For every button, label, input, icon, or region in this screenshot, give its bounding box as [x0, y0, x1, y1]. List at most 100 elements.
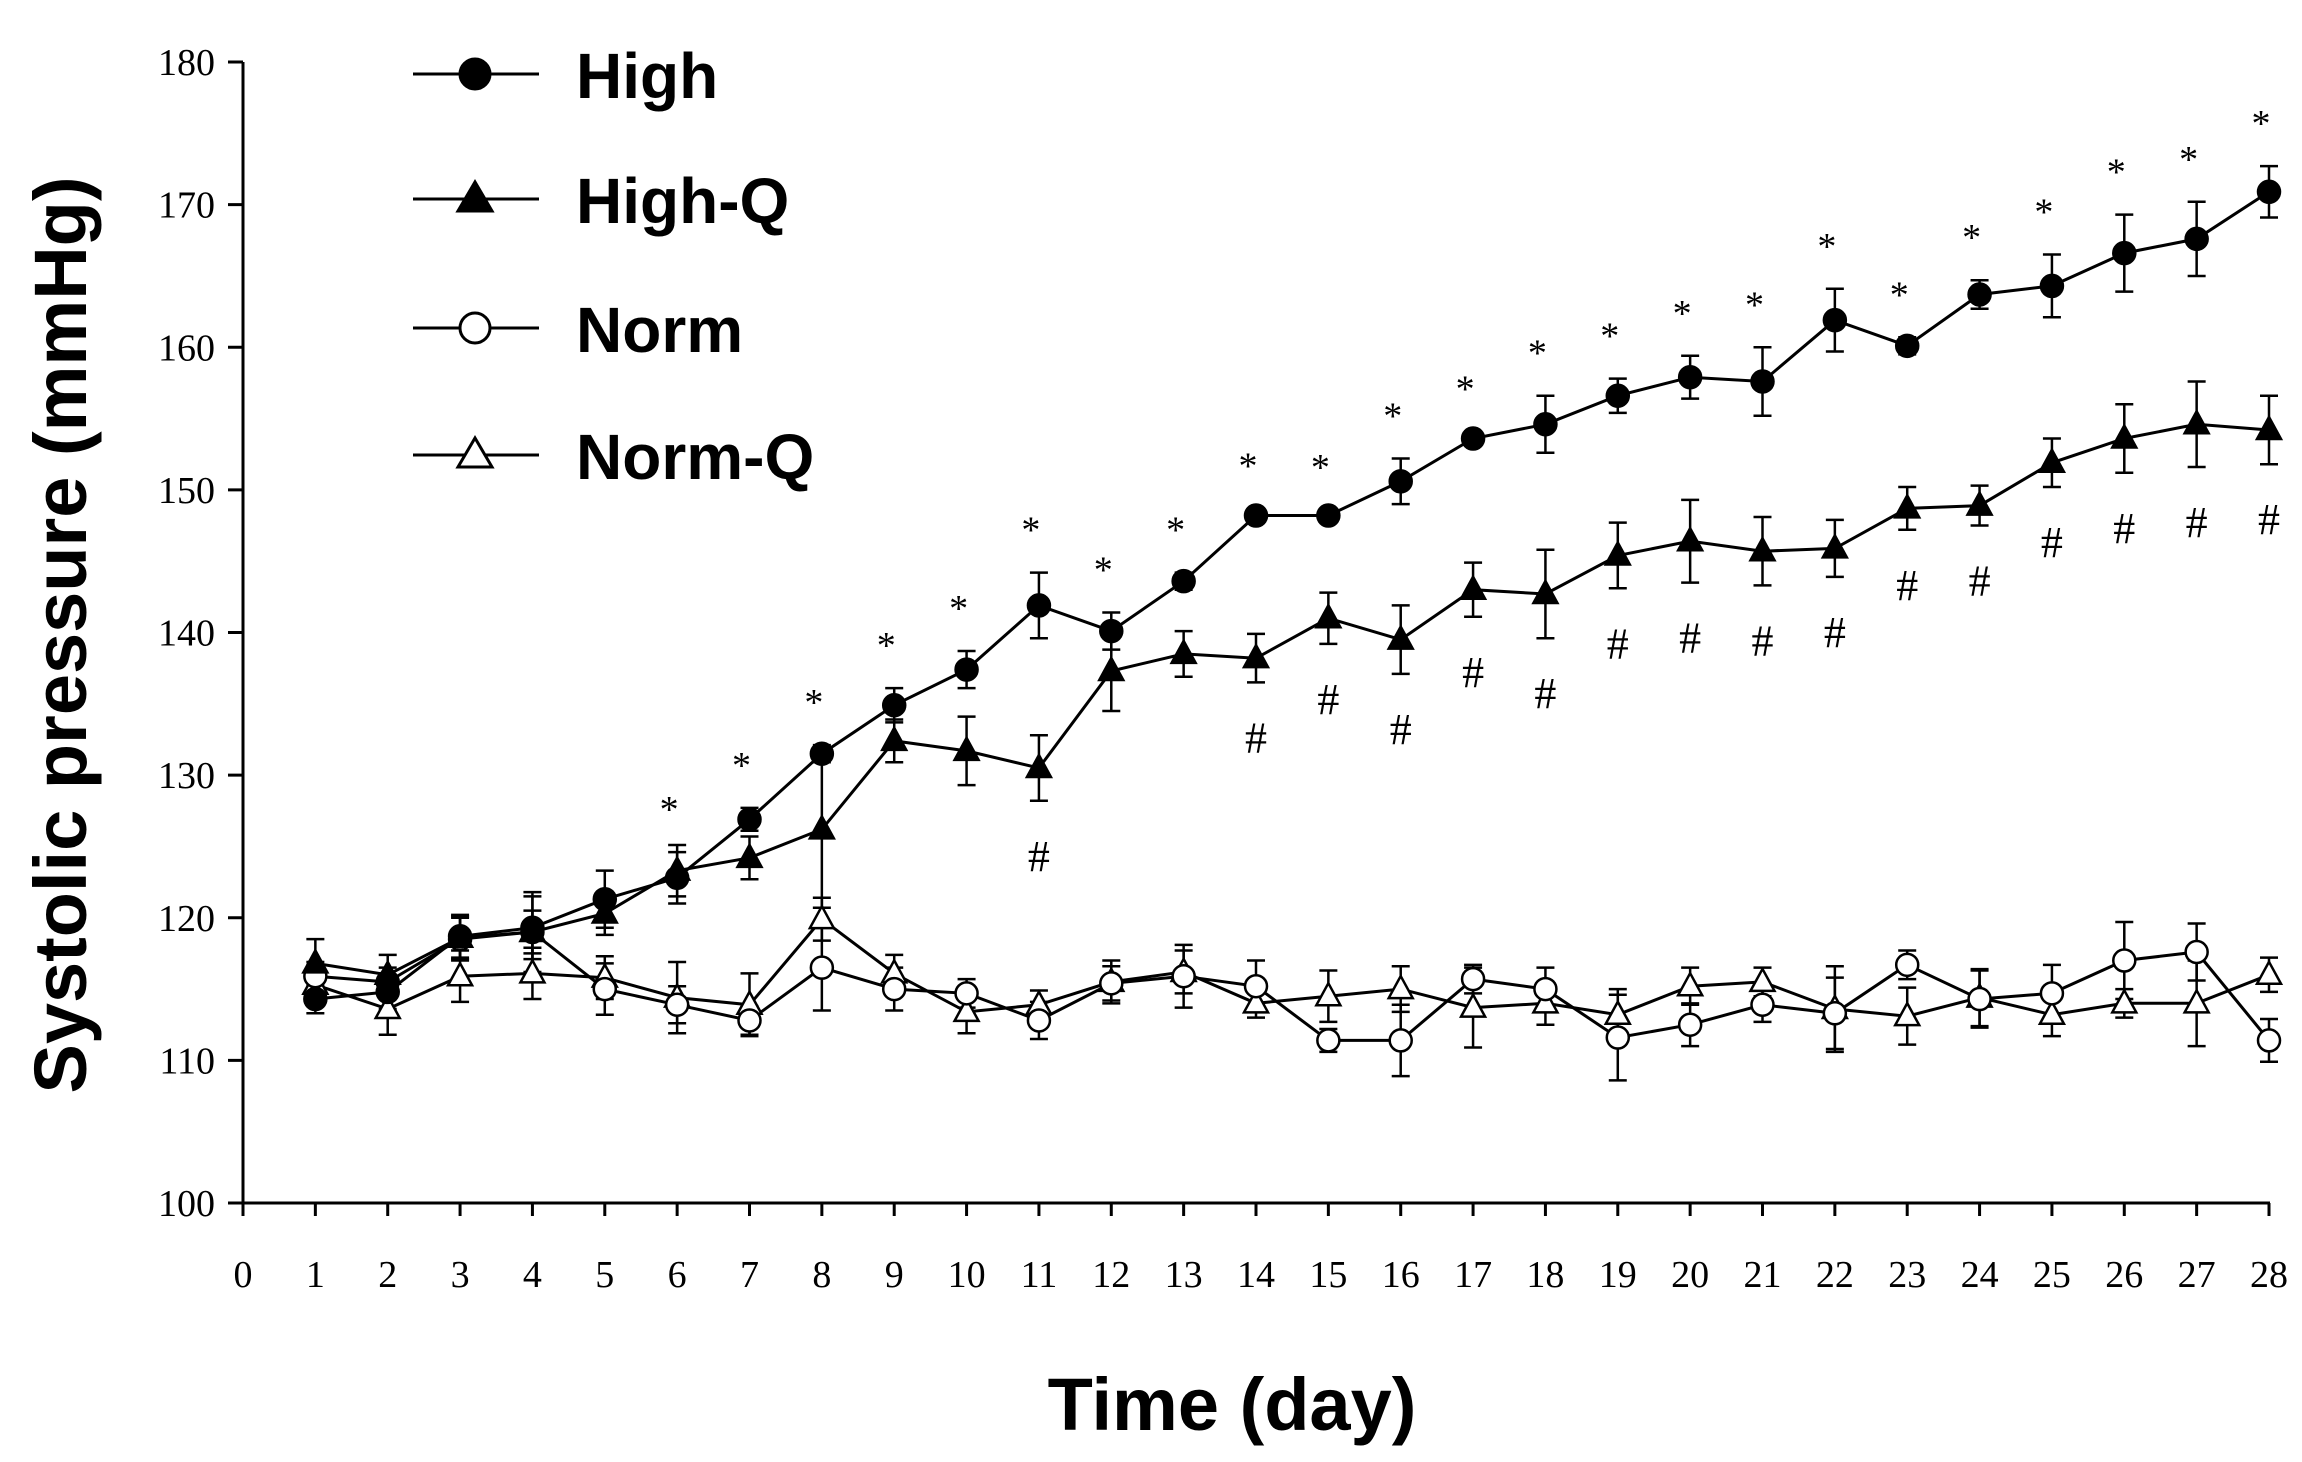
high-q-point-day-8	[807, 813, 836, 840]
x-tick-label-15: 15	[1309, 1254, 1347, 1296]
annotation-hash-day-14: #	[1245, 713, 1267, 762]
x-tick-label-0: 0	[234, 1254, 253, 1296]
high-point-day-26	[2112, 240, 2137, 266]
x-tick-label-7: 7	[740, 1254, 759, 1296]
annotation-hash-day-15: #	[1317, 675, 1339, 724]
x-tick-label-22: 22	[1816, 1254, 1854, 1296]
high-point-day-7	[737, 807, 762, 832]
norm-q-point-day-15	[1314, 980, 1343, 1007]
high-point-day-20	[1677, 364, 1703, 390]
y-tick-label-170: 170	[158, 185, 215, 227]
norm-point-day-12	[1099, 971, 1124, 996]
high-q-point-day-11	[1024, 752, 1054, 779]
norm-point-day-18	[1533, 976, 1558, 1002]
legend-label-norm: Norm	[576, 294, 743, 366]
norm-point-day-14	[1243, 973, 1269, 999]
legend-label-high-q: High-Q	[576, 165, 789, 237]
norm-point-day-23	[1894, 952, 1920, 978]
x-tick-label-10: 10	[948, 1254, 986, 1296]
legend-item-high-q: High-Q	[413, 165, 789, 237]
y-tick-label-140: 140	[158, 613, 215, 655]
norm-q-point-day-2	[373, 993, 402, 1020]
annotation-asterisk-day-20: *	[1673, 293, 1692, 335]
x-tick-label-20: 20	[1671, 1254, 1709, 1296]
annotation-asterisk-day-25: *	[2034, 192, 2053, 234]
legend-label-norm-q: Norm-Q	[576, 421, 814, 493]
x-tick-label-1: 1	[306, 1254, 325, 1296]
norm-point-day-10	[954, 981, 979, 1006]
high-point-day-8	[809, 741, 835, 766]
high-q-point-day-21	[1748, 535, 1777, 562]
legend-label-high: High	[576, 40, 718, 112]
legend: High High-Q Norm Norm-Q	[413, 40, 814, 493]
high-q-point-day-24	[1965, 489, 1994, 516]
x-tick-label-16: 16	[1382, 1254, 1420, 1296]
y-tick-label-150: 150	[158, 470, 215, 512]
high-point-day-18	[1533, 412, 1558, 437]
norm-q-point-day-10	[952, 996, 981, 1023]
norm-point-day-16	[1388, 1028, 1413, 1053]
x-tick-label-12: 12	[1092, 1254, 1130, 1296]
high-point-day-13	[1171, 568, 1196, 594]
norm-line	[315, 930, 2271, 1042]
norm-point-day-15	[1316, 1028, 1341, 1053]
y-tick-label-100: 100	[158, 1183, 215, 1225]
high-q-point-day-13	[1169, 638, 1198, 665]
x-tick-label-4: 4	[523, 1254, 542, 1296]
legend-item-norm-q: Norm-Q	[413, 421, 814, 493]
norm-point-day-26	[2112, 948, 2137, 973]
high-point-day-6	[664, 865, 690, 891]
y-tick-label-120: 120	[158, 898, 215, 940]
norm-point-day-9	[881, 976, 907, 1002]
x-tick-label-24: 24	[1961, 1254, 1999, 1296]
annotation-asterisk-day-8: *	[804, 682, 823, 724]
high-q-point-day-17	[1458, 574, 1488, 600]
legend-marker-high-q	[455, 179, 495, 213]
high-q-point-day-14	[1241, 642, 1271, 669]
annotation-hash-day-23: #	[1896, 561, 1918, 610]
norm-point-day-19	[1605, 1025, 1631, 1050]
legend-item-norm: Norm	[413, 294, 743, 366]
annotation-asterisk-day-19: *	[1600, 316, 1619, 358]
annotation-asterisk-day-21: *	[1745, 284, 1764, 326]
norm-q-point-day-17	[1458, 991, 1488, 1018]
annotation-hash-day-21: #	[1752, 616, 1774, 665]
norm-q-point-day-18	[1531, 987, 1560, 1014]
norm-point-day-25	[2039, 981, 2065, 1006]
x-tick-label-5: 5	[595, 1254, 614, 1296]
norm-q-point-day-27	[2182, 987, 2211, 1014]
annotation-hash-day-18: #	[1534, 669, 1556, 718]
annotation-asterisk-day-22: *	[1817, 226, 1836, 268]
norm-point-day-8	[809, 955, 835, 980]
y-tick-label-130: 130	[158, 755, 215, 797]
y-tick-label-110: 110	[159, 1040, 215, 1082]
norm-point-day-5	[592, 976, 618, 1002]
norm-q-line	[314, 917, 2270, 1018]
norm-q-point-day-3	[445, 960, 475, 987]
norm-q-point-day-25	[2037, 999, 2067, 1025]
high-point-day-25	[2039, 273, 2065, 299]
legend-marker-high	[458, 57, 492, 91]
high-point-day-19	[1605, 383, 1631, 408]
annotation-hash-day-16: #	[1390, 705, 1412, 754]
norm-q-point-day-20	[1676, 970, 1705, 997]
norm-point-day-24	[1967, 986, 1992, 1012]
high-point-day-16	[1388, 469, 1413, 494]
annotation-asterisk-day-10: *	[949, 588, 968, 630]
annotation-hash-day-11: #	[1028, 832, 1050, 881]
high-q-point-day-18	[1531, 578, 1560, 605]
norm-point-day-13	[1171, 963, 1196, 989]
high-q-point-day-27	[2182, 408, 2211, 435]
norm-q-point-day-14	[1241, 987, 1271, 1014]
high-point-day-17	[1460, 426, 1486, 451]
norm-point-day-11	[1026, 1008, 1052, 1033]
annotation-asterisk-day-27: *	[2179, 139, 2198, 181]
x-tick-label-2: 2	[378, 1254, 397, 1296]
norm-point-day-6	[664, 992, 690, 1018]
high-point-day-1	[303, 986, 328, 1012]
high-point-day-27	[2184, 226, 2209, 252]
x-tick-label-23: 23	[1888, 1254, 1926, 1296]
high-q-point-day-23	[1893, 492, 1922, 519]
high-point-day-23	[1894, 333, 1920, 359]
norm-point-day-27	[2184, 939, 2209, 965]
